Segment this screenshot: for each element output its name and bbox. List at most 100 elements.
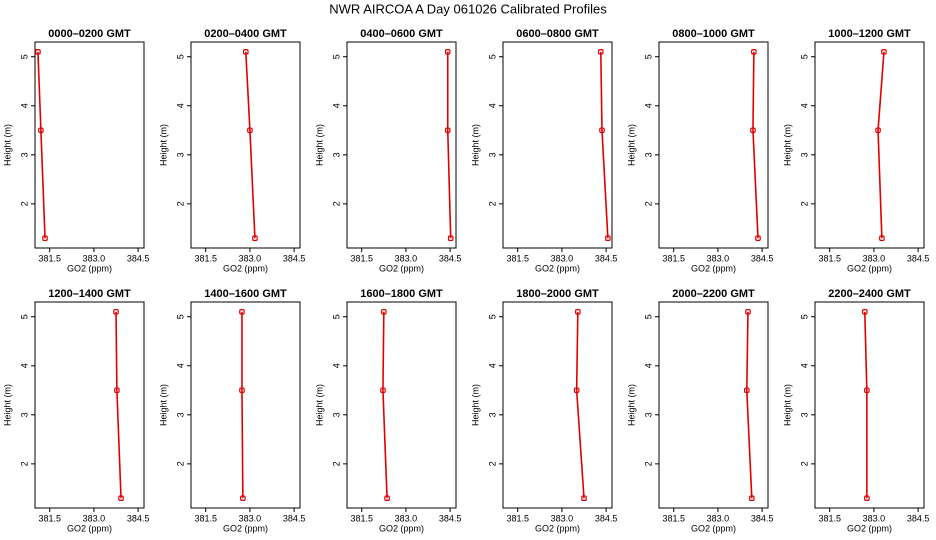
x-tick-label: 383.0 xyxy=(83,513,106,523)
x-tick-label: 384.5 xyxy=(283,253,306,263)
x-tick-label: 381.5 xyxy=(194,513,217,523)
panel: 0000–0200 GMT 381.5 383.0 384.5 2 3 4 5 GO2 (ppm… xyxy=(2,28,149,273)
y-axis-label: Height (m) xyxy=(158,384,168,426)
data-point xyxy=(581,495,587,501)
x-tick-label: 384.5 xyxy=(439,513,462,523)
y-axis-label: Height (m) xyxy=(2,124,12,166)
x-axis-label: GO2 (ppm) xyxy=(67,523,112,533)
y-tick-label: 5 xyxy=(19,314,29,319)
plot-frame xyxy=(658,301,769,509)
x-tick-label: 384.5 xyxy=(439,253,462,263)
y-tick-label: 3 xyxy=(643,412,653,417)
profile-line xyxy=(37,51,46,239)
panel: 2000–2200 GMT 381.5 383.0 384.5 2 3 4 5 GO2 (ppm… xyxy=(626,288,773,533)
y-tick-label: 2 xyxy=(643,461,653,466)
panel: 0400–0600 GMT 381.5 383.0 384.5 2 3 4 5 GO2 (ppm… xyxy=(314,28,461,273)
profile-line xyxy=(446,51,452,239)
x-tick-label: 384.5 xyxy=(751,513,774,523)
x-tick-label: 383.0 xyxy=(551,253,574,263)
x-tick-label: 383.0 xyxy=(395,513,418,523)
y-tick-label: 3 xyxy=(799,152,809,157)
x-tick-label: 383.0 xyxy=(863,513,886,523)
panel-title: 1600–1800 GMT xyxy=(360,288,443,300)
profile-line xyxy=(600,51,609,239)
data-point xyxy=(113,309,119,315)
profile-line xyxy=(382,311,388,499)
data-point xyxy=(861,309,868,315)
data-point xyxy=(751,49,757,55)
x-tick-label: 383.0 xyxy=(83,253,106,263)
data-point xyxy=(881,49,887,55)
panel-title: 0000–0200 GMT xyxy=(48,28,131,40)
data-point xyxy=(875,127,881,134)
x-tick-label: 381.5 xyxy=(506,253,529,263)
x-tick-label: 381.5 xyxy=(350,253,373,263)
panel: 1000–1200 GMT 381.5 383.0 384.5 2 3 4 5 GO2 (ppm… xyxy=(782,28,929,273)
y-tick-label: 3 xyxy=(643,152,653,157)
x-tick-label: 381.5 xyxy=(662,253,685,263)
x-axis-label: GO2 (ppm) xyxy=(67,263,112,273)
y-tick-label: 2 xyxy=(19,461,29,466)
x-tick-label: 381.5 xyxy=(818,513,841,523)
plot-frame xyxy=(346,41,457,249)
profile-line xyxy=(752,51,759,239)
profile-line xyxy=(863,311,868,499)
y-tick-label: 3 xyxy=(19,412,29,417)
y-axis-label: Height (m) xyxy=(782,124,792,166)
x-tick-label: 381.5 xyxy=(38,253,61,263)
data-point xyxy=(239,309,245,315)
y-tick-label: 4 xyxy=(487,103,497,108)
y-tick-label: 4 xyxy=(643,103,653,108)
panel-title: 1200–1400 GMT xyxy=(48,288,131,300)
data-point xyxy=(599,127,605,134)
data-point xyxy=(247,127,253,134)
y-tick-label: 3 xyxy=(331,412,341,417)
profile-line xyxy=(745,311,753,499)
y-tick-label: 3 xyxy=(175,412,185,417)
panel: 1200–1400 GMT 381.5 383.0 384.5 2 3 4 5 GO2 (ppm… xyxy=(2,288,149,533)
x-axis-label: GO2 (ppm) xyxy=(535,523,580,533)
x-tick-label: 383.0 xyxy=(551,513,574,523)
plot-frame xyxy=(502,301,613,509)
y-axis-label: Height (m) xyxy=(470,384,480,426)
y-tick-label: 2 xyxy=(19,201,29,206)
data-point xyxy=(42,235,48,241)
data-point xyxy=(447,235,454,241)
y-tick-label: 4 xyxy=(487,363,497,368)
y-tick-label: 3 xyxy=(487,152,497,157)
y-tick-label: 5 xyxy=(487,54,497,59)
x-tick-label: 384.5 xyxy=(127,253,150,263)
panel-title: 1800–2000 GMT xyxy=(516,288,599,300)
x-tick-label: 384.5 xyxy=(751,253,774,263)
y-tick-label: 5 xyxy=(643,314,653,319)
panel: 1600–1800 GMT 381.5 383.0 384.5 2 3 4 5 GO2 (ppm… xyxy=(314,288,461,533)
x-tick-label: 383.0 xyxy=(707,513,730,523)
x-axis-label: GO2 (ppm) xyxy=(847,263,892,273)
y-tick-label: 5 xyxy=(799,314,809,319)
y-tick-label: 2 xyxy=(487,201,497,206)
y-tick-label: 3 xyxy=(175,152,185,157)
y-tick-label: 4 xyxy=(19,363,29,368)
x-axis-label: GO2 (ppm) xyxy=(379,263,424,273)
x-tick-label: 384.5 xyxy=(127,513,150,523)
data-point xyxy=(605,235,611,241)
panel-title: 2200–2400 GMT xyxy=(828,288,911,300)
panel-title: 1000–1200 GMT xyxy=(828,28,911,40)
panel-title: 1400–1600 GMT xyxy=(204,288,287,300)
plot-frame xyxy=(814,41,925,249)
y-tick-label: 2 xyxy=(175,201,185,206)
y-tick-label: 5 xyxy=(175,314,185,319)
y-tick-label: 3 xyxy=(19,152,29,157)
x-tick-label: 381.5 xyxy=(350,513,373,523)
x-tick-label: 384.5 xyxy=(907,253,930,263)
panel: 1800–2000 GMT 381.5 383.0 384.5 2 3 4 5 GO2 (ppm… xyxy=(470,288,617,533)
x-axis-label: GO2 (ppm) xyxy=(223,263,268,273)
profile-line xyxy=(575,311,585,499)
y-tick-label: 3 xyxy=(331,152,341,157)
y-tick-label: 2 xyxy=(643,201,653,206)
y-tick-label: 4 xyxy=(175,103,185,108)
y-tick-label: 5 xyxy=(331,54,341,59)
y-axis-label: Height (m) xyxy=(626,124,636,166)
x-tick-label: 383.0 xyxy=(863,253,886,263)
data-point xyxy=(114,387,120,394)
